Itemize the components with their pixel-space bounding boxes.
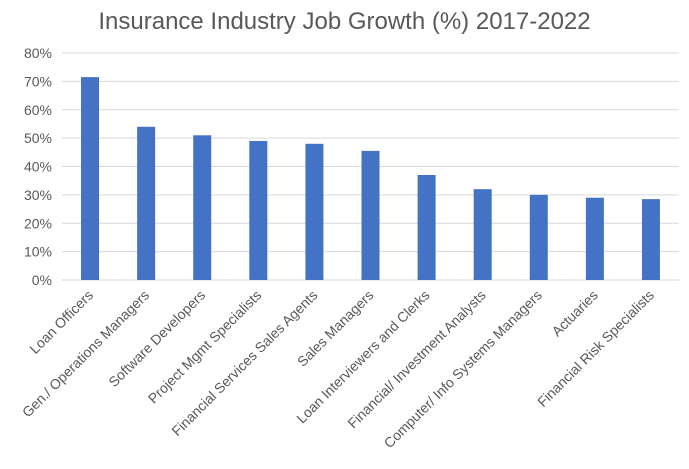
chart-title: Insurance Industry Job Growth (%) 2017-2… — [98, 8, 591, 35]
y-tick-label: 70% — [24, 73, 52, 89]
bar — [361, 150, 380, 280]
y-tick-label: 50% — [24, 130, 52, 146]
bar — [529, 194, 548, 280]
y-tick-label: 60% — [24, 102, 52, 118]
bar — [585, 197, 604, 280]
x-category-label: Project Mgmt Specialists — [145, 287, 265, 407]
y-tick-label: 10% — [24, 244, 52, 260]
x-category-label: Financial Risk Specialists — [534, 287, 657, 410]
bar — [193, 135, 212, 280]
bar — [417, 175, 436, 280]
y-tick-label: 40% — [24, 159, 52, 175]
y-tick-label: 30% — [24, 187, 52, 203]
x-category-label: Software Developers — [105, 287, 208, 390]
y-tick-label: 20% — [24, 215, 52, 231]
x-category-label: Actuaries — [548, 287, 601, 340]
bar — [137, 126, 156, 281]
bar — [81, 77, 100, 281]
y-tick-label: 0% — [32, 272, 52, 288]
y-tick-label: 80% — [24, 45, 52, 61]
bar — [641, 199, 660, 280]
bar — [473, 189, 492, 280]
bar — [305, 143, 324, 280]
bar — [249, 140, 268, 280]
